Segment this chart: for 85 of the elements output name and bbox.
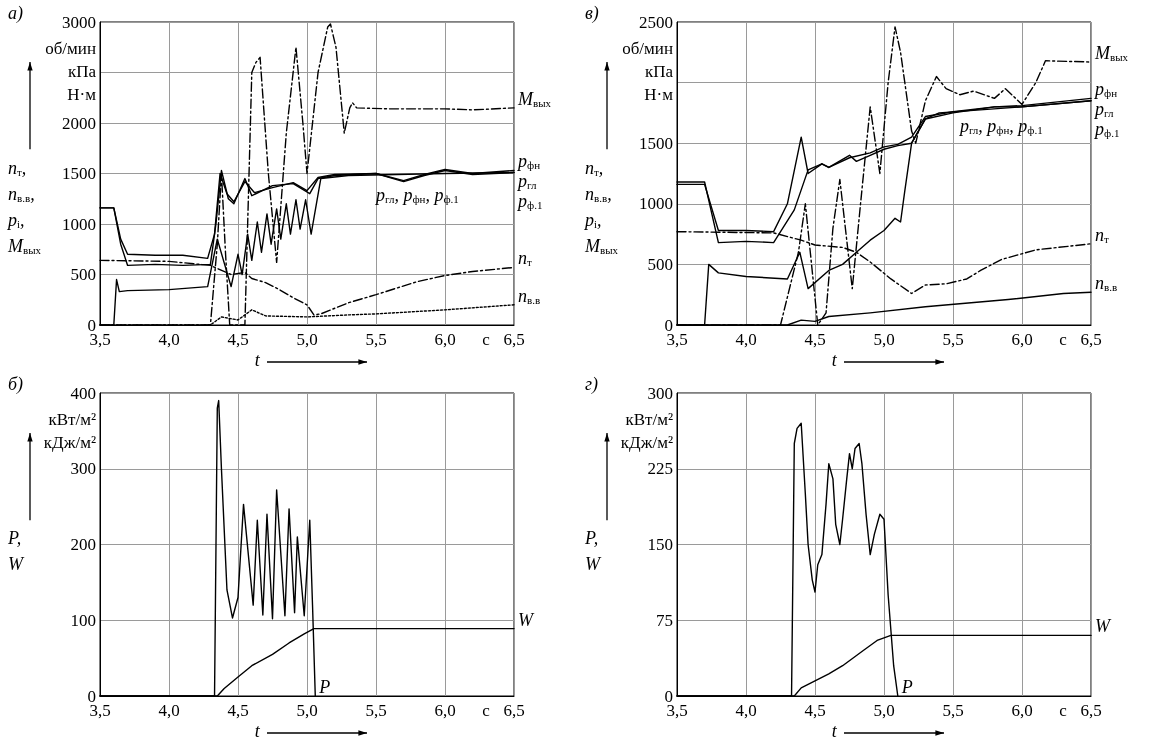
- x-tick-label: 5,5: [365, 701, 387, 720]
- y-tick-label: 225: [647, 459, 673, 479]
- x-tick-label: 6,5: [1080, 330, 1102, 349]
- text: кВт/м²: [625, 410, 673, 429]
- text: с: [1059, 701, 1068, 720]
- text: об/мин: [622, 39, 673, 58]
- x-tick-label: 6,5: [1080, 701, 1102, 720]
- text: Н·м: [67, 85, 97, 104]
- x-tick-label: 6,0: [434, 701, 456, 720]
- x-axis-title: t: [831, 721, 838, 741]
- x-tick-label: 4,5: [227, 330, 249, 349]
- text: об/мин: [45, 39, 96, 58]
- series-label: W: [518, 609, 535, 630]
- series-label: W: [1095, 616, 1112, 637]
- x-tick-label: 5,0: [873, 330, 895, 349]
- text: nт, nв.в, pi, Mвых: [585, 157, 619, 256]
- x-tick-label: 4,5: [227, 701, 249, 720]
- y-tick-label: 1500: [639, 133, 673, 153]
- x-tick-label: 6,0: [434, 330, 456, 349]
- x-tick-label: 4,0: [735, 701, 757, 720]
- text: с: [482, 330, 491, 349]
- text: Н·м: [644, 85, 674, 104]
- x-tick-label: 4,0: [735, 330, 757, 349]
- y-tick-label: 300: [647, 383, 673, 403]
- chart-title: г): [585, 374, 599, 395]
- x-axis-title: t: [254, 350, 261, 370]
- y-tick-label: 1500: [62, 164, 96, 183]
- text: кПа: [67, 62, 97, 81]
- x-tick-label: 5,5: [942, 330, 964, 349]
- x-tick-label: 4,5: [804, 330, 826, 349]
- series-label: pфн: [1093, 79, 1118, 100]
- annotation: pгл, pфн, pф.1: [957, 116, 1043, 137]
- y-tick-label: 500: [647, 254, 673, 274]
- text: с: [1059, 330, 1068, 349]
- text: кДж/м²: [43, 433, 96, 452]
- chart-title: в): [585, 3, 599, 24]
- x-tick-label: 6,0: [1011, 330, 1033, 349]
- y-tick-label: 300: [70, 459, 96, 479]
- series-label: nт: [518, 248, 532, 269]
- x-tick-label: 4,0: [158, 330, 180, 349]
- x-tick-label: 5,0: [873, 701, 895, 720]
- series-label: pгл: [516, 171, 537, 192]
- chart-title: а): [8, 3, 23, 24]
- series-label: P: [900, 677, 913, 697]
- y-tick-label: 100: [70, 610, 96, 630]
- y-axis-title: P, W: [584, 528, 602, 575]
- y-axis-title: P, W: [7, 528, 25, 575]
- x-axis-title: t: [831, 350, 838, 370]
- y-tick-label: 200: [70, 535, 96, 554]
- x-tick-label: 5,0: [296, 701, 318, 720]
- y-tick-label: 3000: [62, 12, 96, 32]
- annotation: pгл, pфн, pф.1: [373, 185, 459, 206]
- text: nт, nв.в, pi, Mвых: [8, 157, 42, 256]
- y-tick-label: 75: [656, 610, 673, 630]
- series-label: pфн: [516, 151, 541, 172]
- series-label: pф.1: [1093, 119, 1120, 140]
- chart-title: б): [8, 374, 24, 395]
- x-tick-label: 4,0: [158, 701, 180, 720]
- y-tick-label: 1000: [639, 194, 673, 214]
- y-tick-label: 150: [647, 535, 673, 554]
- series-label: pф.1: [516, 191, 543, 212]
- x-tick-label: 5,5: [365, 330, 387, 349]
- y-tick-label: 400: [70, 383, 96, 403]
- series-label: Mвых: [517, 88, 552, 109]
- text: кВт/м²: [48, 410, 96, 429]
- x-axis-title: t: [254, 721, 261, 741]
- series-label: nв.в: [518, 285, 541, 306]
- y-tick-label: 2500: [639, 12, 673, 32]
- text: с: [482, 701, 491, 720]
- x-tick-label: 6,5: [503, 701, 525, 720]
- series-label: P: [318, 677, 331, 697]
- series-label: Mвых: [1094, 43, 1129, 63]
- x-tick-label: 6,5: [503, 330, 525, 349]
- y-tick-label: 2000: [62, 113, 96, 133]
- y-tick-label: 1000: [62, 214, 96, 234]
- series-label: nв.в: [1095, 273, 1118, 294]
- x-tick-label: 5,0: [296, 330, 318, 349]
- series-label: nт: [1095, 224, 1109, 245]
- x-tick-label: 4,5: [804, 701, 826, 720]
- y-tick-label: 500: [70, 265, 96, 284]
- text: кДж/м²: [620, 433, 673, 452]
- series-label: pгл: [1093, 99, 1114, 120]
- text: кПа: [644, 62, 674, 81]
- x-tick-label: 5,5: [942, 701, 964, 720]
- x-tick-label: 6,0: [1011, 701, 1033, 720]
